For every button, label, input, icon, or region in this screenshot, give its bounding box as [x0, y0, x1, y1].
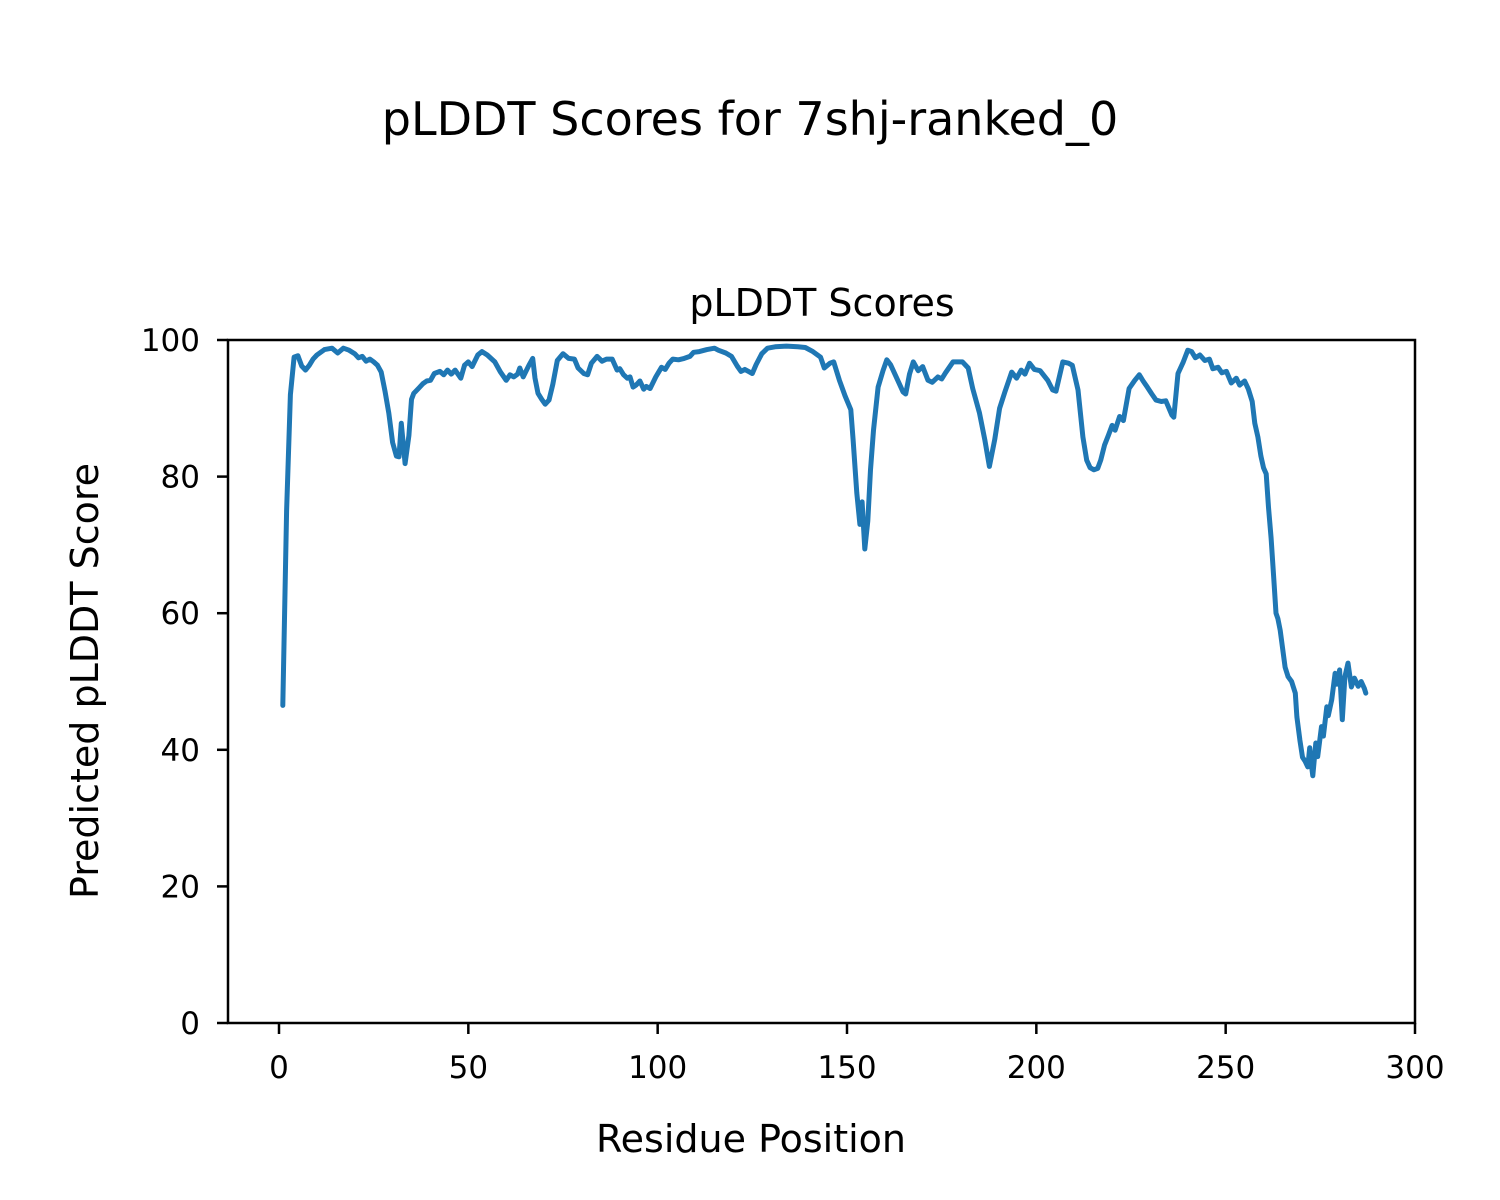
x-tick-label: 150: [817, 1050, 876, 1086]
x-tick-label: 250: [1196, 1050, 1255, 1086]
y-axis: 0 20 40 60 80 100: [141, 323, 228, 1042]
plot-area-frame: [226, 338, 1417, 1025]
figure-title: pLDDT Scores for 7shj-ranked_0: [382, 92, 1118, 146]
x-tick-label: 200: [1007, 1050, 1066, 1086]
y-tick-label: 80: [161, 460, 200, 496]
x-tick-label: 0: [269, 1050, 289, 1086]
plddt-line: [280, 343, 1369, 779]
x-axis: 0 50 100 150 200 250 300: [269, 1023, 1445, 1086]
y-tick-label: 60: [161, 596, 200, 632]
y-tick-label: 100: [141, 323, 200, 359]
x-tick-label: 300: [1385, 1050, 1444, 1086]
y-tick-label: 20: [161, 869, 200, 905]
x-tick-label: 100: [628, 1050, 687, 1086]
y-tick-label: 0: [180, 1006, 200, 1042]
x-axis-label: Residue Position: [596, 1117, 906, 1161]
y-axis-label: Predicted pLDDT Score: [63, 463, 107, 899]
x-tick-label: 50: [449, 1050, 488, 1086]
y-tick-label: 40: [161, 733, 200, 769]
axes-title: pLDDT Scores: [689, 281, 954, 325]
